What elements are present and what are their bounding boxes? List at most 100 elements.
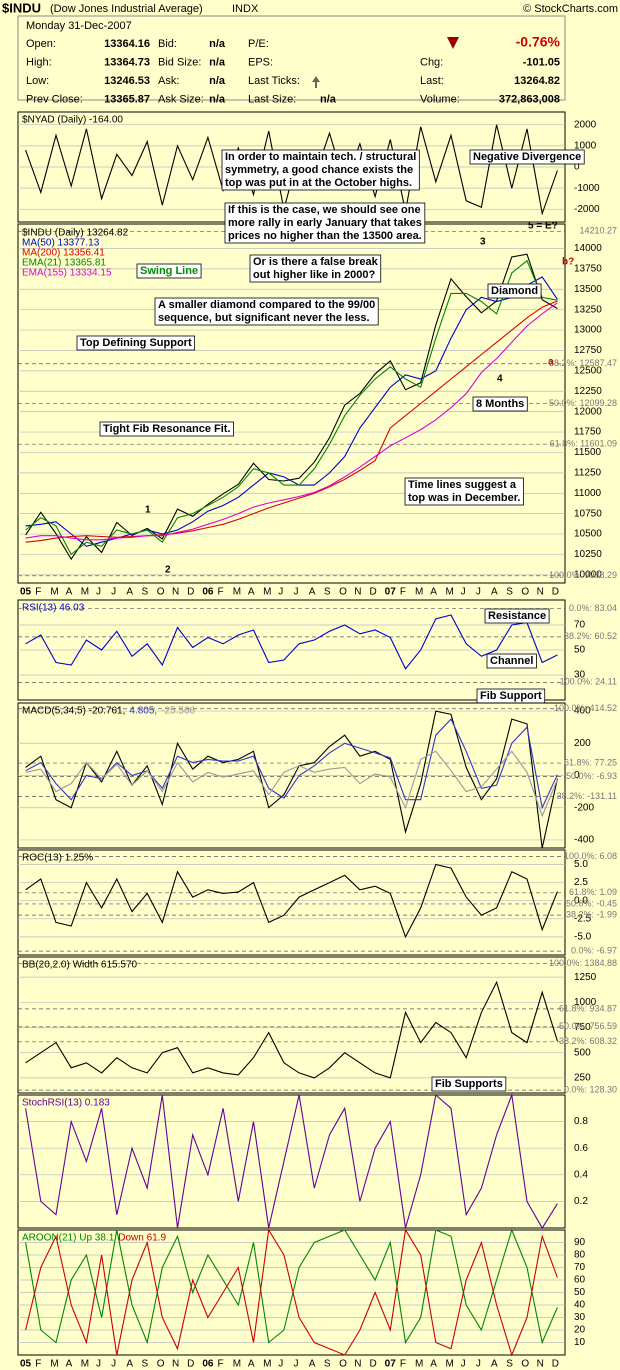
fib-label: 50.0%: 12099.28 [549, 398, 617, 408]
series-line [25, 718, 558, 810]
x-tick-label: J [96, 587, 101, 598]
fib-label: 100.0%: 414.52 [554, 703, 617, 713]
x-tick-label: F [400, 1359, 406, 1370]
x-tick-label: J [111, 1359, 116, 1370]
annotation-text: Or is there a false break [253, 256, 379, 268]
annotation: Swing Line [136, 263, 202, 279]
annotation-text: top was in December. [408, 492, 520, 504]
change-percent: -0.76% [516, 34, 561, 50]
legend-entry: -25.566 [161, 706, 195, 717]
x-tick-label: M [81, 587, 89, 598]
x-tick-label: O [339, 1359, 347, 1370]
series-line [25, 253, 558, 561]
wave-label: b? [562, 257, 574, 268]
field-label: Volume: [420, 93, 460, 105]
x-tick-label: J [278, 1359, 283, 1370]
tick-arrow [312, 76, 320, 88]
x-tick-label: O [521, 587, 529, 598]
legend-entry: ROC(13) 1.25% [22, 853, 93, 864]
annotation-text: If this is the case, we should see one [228, 204, 421, 216]
legend-entry: 4.805, [129, 706, 157, 717]
y-tick-label: 20 [574, 1325, 586, 1336]
x-tick-label: A [248, 1359, 255, 1370]
fib-label: 61.8%: 1.09 [569, 887, 617, 897]
annotation-text: top was put in at the October highs. [225, 177, 412, 189]
x-tick-label: M [233, 587, 241, 598]
x-tick-label: N [537, 587, 544, 598]
fib-label: 14210.27 [579, 226, 617, 236]
legend-entry: $NYAD (Daily) -164.00 [22, 115, 123, 126]
x-tick-label: N [172, 1359, 179, 1370]
y-tick-label: 50 [574, 1287, 586, 1298]
field-label: Ask Size: [158, 93, 204, 105]
x-tick-label: O [157, 1359, 165, 1370]
y-tick-label: 70 [574, 1262, 586, 1273]
x-tick-label: M [50, 1359, 58, 1370]
y-tick-label: 13500 [574, 284, 602, 295]
annotation-text: out higher like in 2000? [253, 269, 376, 281]
x-tick-label: N [172, 587, 179, 598]
annotation-text: sequence, but significant never the less… [158, 312, 370, 324]
annotation-text: more rally in early January that takes [228, 217, 422, 229]
fib-label: 50.0%: -0.45 [566, 898, 617, 908]
x-tick-label: 06 [202, 587, 214, 598]
source: © StockCharts.com [523, 3, 618, 15]
field-value: -101.05 [523, 56, 560, 68]
y-tick-label: 10000 [574, 569, 602, 580]
y-tick-label: 0.0 [574, 895, 588, 906]
field-label: High: [26, 56, 52, 68]
legend-entry: EMA(155) 13334.15 [22, 268, 112, 279]
legend-entry: BB(20,2.0) Width 615.570 [22, 960, 138, 971]
exchange: INDX [232, 3, 259, 15]
x-tick-label: O [521, 1359, 529, 1370]
y-tick-label: 40 [574, 1300, 586, 1311]
y-tick-label: 70 [574, 620, 586, 631]
wave-label: 5 = E? [528, 221, 558, 232]
field-label: Last Size: [248, 93, 296, 105]
y-tick-label: 80 [574, 1250, 586, 1261]
fib-label: 100.0%: 6.08 [564, 851, 617, 861]
annotation: In order to maintain tech. / structurals… [221, 149, 420, 191]
y-tick-label: 10 [574, 1337, 586, 1348]
annotation-text: 8 Months [476, 398, 524, 410]
series-line [25, 710, 558, 849]
x-tick-label: D [187, 1359, 194, 1370]
x-tick-label: A [309, 587, 316, 598]
y-tick-label: 90 [574, 1237, 586, 1248]
annotation: 8 Months [472, 396, 528, 412]
x-tick-label: F [35, 587, 41, 598]
y-tick-label: 11000 [574, 488, 602, 499]
y-tick-label: 30 [574, 1312, 586, 1323]
y-tick-label: 400 [574, 706, 591, 717]
x-tick-label: J [476, 587, 481, 598]
x-tick-label: J [96, 1359, 101, 1370]
annotation-box [431, 1076, 507, 1092]
fib-label: 0.0%: 128.30 [564, 1085, 617, 1095]
x-tick-label: F [218, 1359, 224, 1370]
x-tick-label: M [445, 587, 453, 598]
x-tick-label: S [142, 1359, 149, 1370]
x-tick-label: D [369, 1359, 376, 1370]
x-tick-label: D [552, 1359, 559, 1370]
fib-label: 38.2%: -1.99 [566, 909, 617, 919]
x-tick-label: D [187, 587, 194, 598]
fib-label: 61.8%: 11601.09 [550, 439, 617, 449]
annotation-box [487, 283, 542, 299]
annotation-text: Fib Supports [435, 1078, 503, 1090]
x-tick-label: J [461, 587, 466, 598]
legend-entry: $INDU (Daily) 13264.82 [22, 228, 129, 239]
field-label: Prev Close: [26, 93, 83, 105]
fib-label: 38.2%: 608.32 [559, 1036, 617, 1046]
legend-entry: MA(200) 13356.41 [22, 248, 105, 259]
series-line [25, 302, 558, 541]
field-value: n/a [209, 56, 226, 68]
annotation-text: Time lines suggest a [408, 479, 517, 491]
field-value: n/a [209, 93, 226, 105]
field-value: 13264.82 [514, 75, 560, 87]
x-tick-label: M [415, 587, 423, 598]
y-tick-label: -200 [574, 802, 594, 813]
y-tick-label: -400 [574, 835, 594, 846]
y-tick-label: 0 [574, 770, 580, 781]
y-tick-label: 0.4 [574, 1169, 588, 1180]
